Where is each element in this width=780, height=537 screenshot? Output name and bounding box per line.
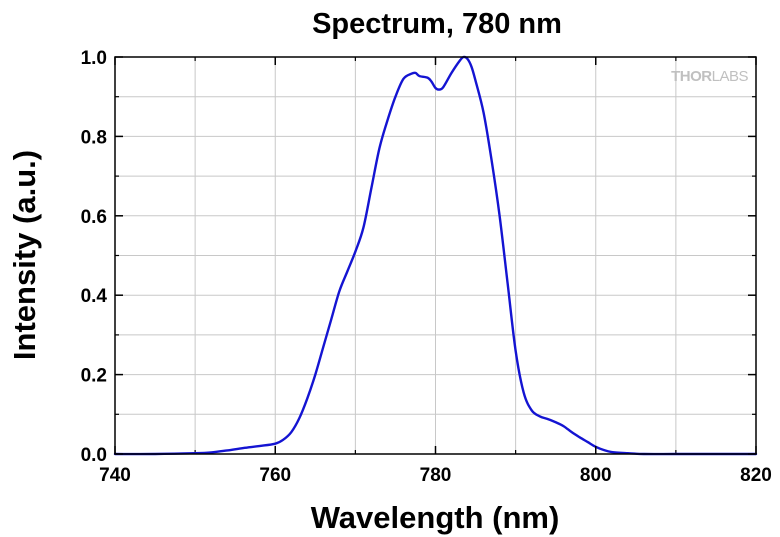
spectrum-series-line <box>113 55 758 456</box>
y-tick-label: 0.0 <box>81 445 107 466</box>
x-tick-label: 820 <box>740 465 772 486</box>
major-ticks <box>114 56 757 455</box>
grid-lines <box>115 57 756 454</box>
x-tick-labels: 740 760 780 800 820 <box>99 465 772 486</box>
y-tick-label: 0.2 <box>81 366 107 387</box>
x-tick-label: 760 <box>259 465 291 486</box>
logo-part-labs: LABS <box>712 68 749 85</box>
logo-part-thor: THOR <box>671 68 712 85</box>
svg-text:THORLABS: THORLABS <box>671 68 748 85</box>
y-tick-label: 1.0 <box>81 48 107 69</box>
x-axis-label: Wavelength (nm) <box>311 500 560 535</box>
x-tick-label: 780 <box>420 465 452 486</box>
y-tick-label: 0.4 <box>81 286 108 307</box>
x-tick-label: 740 <box>99 465 131 486</box>
y-axis-label: Intensity (a.u.) <box>7 150 42 360</box>
thorlabs-logo: THORLABS <box>671 68 749 85</box>
x-tick-label: 800 <box>580 465 612 486</box>
y-tick-label: 0.6 <box>81 207 107 228</box>
y-tick-label: 0.8 <box>81 127 107 148</box>
chart-title: Spectrum, 780 nm <box>312 8 562 40</box>
y-tick-labels: 0.0 0.2 0.4 0.6 0.8 1.0 <box>81 48 108 466</box>
